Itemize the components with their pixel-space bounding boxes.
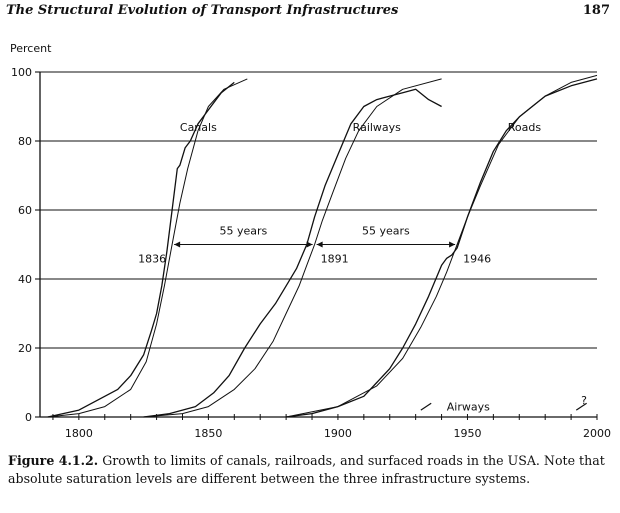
y-tick-label: 60 [18, 204, 32, 217]
chart-annotations: Canals Railways Roads 1836 1891 1946 55 years 5… [138, 121, 587, 413]
series-lines [47, 74, 598, 418]
series-line-railways-data [143, 88, 442, 418]
running-title: The Structural Evolution of Transport In… [6, 3, 399, 18]
annotation-label: 55 years [219, 225, 267, 238]
annotation-label: 1946 [463, 252, 491, 265]
series-line-railways-logistic-fit [143, 78, 442, 418]
annotation-label: Roads [508, 121, 542, 134]
series-line-canals-logistic-fit [47, 78, 248, 418]
page-header: The Structural Evolution of Transport In… [6, 3, 610, 23]
x-tick-label: 1950 [453, 427, 481, 440]
annotation-label: 1891 [321, 252, 349, 265]
interval-arrowhead-right [306, 241, 313, 248]
figure-caption: Figure 4.1.2. Growth to limits of canals… [8, 452, 612, 488]
caption-text: Growth to limits of canals, railroads, a… [8, 453, 605, 486]
x-tick-label: 2000 [583, 427, 611, 440]
interval-arrowhead-left [316, 241, 323, 248]
x-tick-label: 1850 [194, 427, 222, 440]
airways-segment [575, 402, 587, 411]
annotation-label: Canals [180, 121, 217, 134]
y-tick-label: 80 [18, 135, 32, 148]
annotation-label: Airways [447, 401, 490, 414]
interval-arrowhead-left [174, 241, 181, 248]
axes: 0 20 40 60 80 100 1800 1850 1900 1950 2000 Percent [10, 42, 611, 440]
series-line-canals-data [47, 81, 235, 418]
series-line-roads-data [286, 78, 598, 418]
x-tick-label: 1800 [65, 427, 93, 440]
y-tick-label: 40 [18, 273, 32, 286]
interval-arrowhead-right [449, 241, 456, 248]
figure-label: Figure 4.1.2. [8, 453, 99, 468]
series-line-roads-logistic-fit [286, 74, 598, 418]
x-tick-label: 1900 [324, 427, 352, 440]
annotation-label: 1836 [138, 252, 166, 265]
annotation-label: Railways [353, 121, 402, 134]
airways-segment [420, 402, 432, 411]
page-number: 187 [582, 3, 610, 18]
annotation-label: 55 years [362, 225, 410, 238]
y-axis-label: Percent [10, 42, 52, 55]
gridlines [40, 71, 597, 349]
annotation-label: ? [581, 394, 587, 407]
y-tick-label: 20 [18, 342, 32, 355]
y-tick-label: 100 [11, 66, 32, 79]
y-tick-label: 0 [25, 411, 32, 424]
